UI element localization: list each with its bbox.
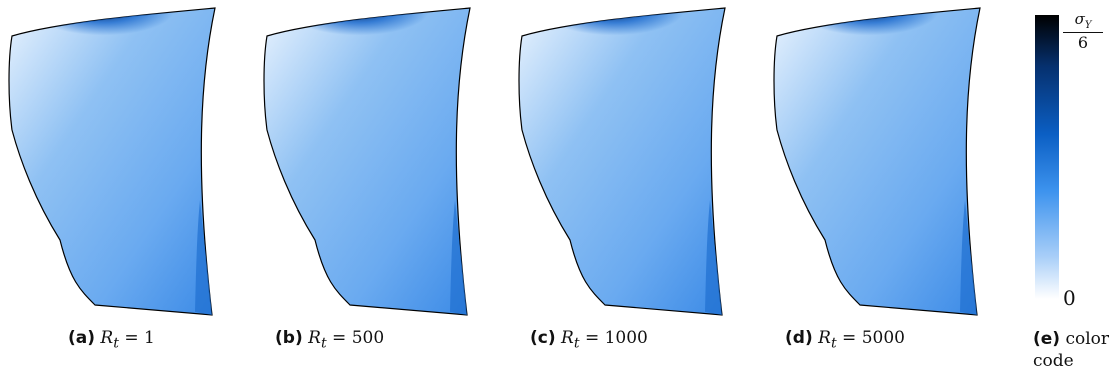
caption-c: (c) Rt = 1000: [530, 328, 648, 352]
stress-map-b: [263, 7, 471, 316]
colorbar-bottom-label: 0: [1063, 286, 1076, 310]
stress-map-a: [8, 7, 216, 316]
caption-a: (a) Rt = 1: [68, 328, 155, 352]
caption-b: (b) Rt = 500: [275, 328, 385, 352]
colorbar-top-label: σY 6: [1063, 10, 1103, 52]
caption-d: (d) Rt = 5000: [785, 328, 905, 352]
colorbar: [1035, 15, 1059, 299]
caption-e: (e) color code: [1033, 329, 1110, 371]
stress-map-d: [773, 7, 981, 316]
stress-map-c: [518, 7, 726, 316]
